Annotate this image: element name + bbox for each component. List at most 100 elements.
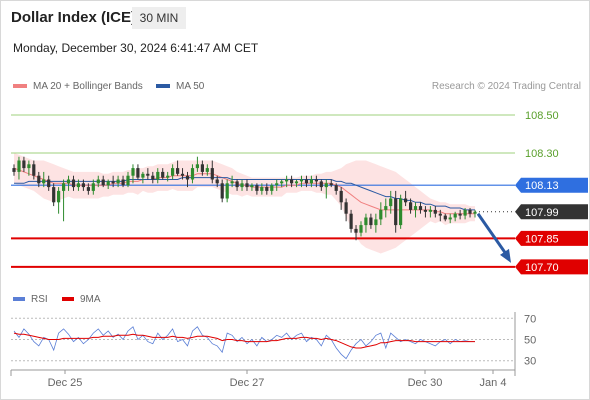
level-tag-3 xyxy=(515,204,588,220)
timestamp: Monday, December 30, 2024 6:41:47 AM CET xyxy=(13,41,259,55)
candle-body xyxy=(176,168,180,174)
candle-body xyxy=(354,228,358,233)
candle-body xyxy=(200,164,204,172)
rsi-tick-0: 70 xyxy=(524,313,536,325)
level-label-2: 108.13 xyxy=(525,180,559,192)
candle-body xyxy=(458,213,462,216)
candle-body xyxy=(319,181,323,188)
ma9-swatch xyxy=(62,297,74,302)
legend-ma20: MA 20 + Bollinger Bands xyxy=(13,81,143,92)
candle-body xyxy=(240,183,244,188)
candle-body xyxy=(37,175,41,184)
level-label-0: 108.50 xyxy=(525,110,559,122)
candle-body xyxy=(399,198,403,226)
candle-body xyxy=(418,206,423,210)
instrument-title: Dollar Index (ICE) xyxy=(11,9,137,26)
candle-body xyxy=(116,179,120,184)
candle-body xyxy=(81,183,85,188)
candle-body xyxy=(359,225,363,233)
candle-body xyxy=(260,187,264,191)
x-tick-label-3: Jan 4 xyxy=(480,377,507,389)
candle-body xyxy=(146,173,150,176)
level-tag-4 xyxy=(515,230,588,246)
candle-body xyxy=(42,179,46,184)
candle-body xyxy=(270,185,274,191)
candle-body xyxy=(62,183,66,191)
candle-body xyxy=(76,183,80,188)
candle-body xyxy=(413,206,418,210)
candle-body xyxy=(290,179,294,184)
rsi-label: RSI xyxy=(31,294,48,305)
candle-body xyxy=(32,164,36,176)
candle-body xyxy=(255,185,259,191)
candle-body xyxy=(404,198,408,203)
candle-body xyxy=(121,179,125,186)
candle-body xyxy=(151,175,155,180)
candle-body xyxy=(384,206,388,210)
research-credit: Research © 2024 Trading Central xyxy=(431,81,581,92)
ma50-label: MA 50 xyxy=(176,81,205,92)
legend-ma50: MA 50 xyxy=(156,81,204,92)
candle-body xyxy=(52,187,56,203)
candle-body xyxy=(468,209,472,214)
candle-body xyxy=(448,217,452,220)
candle-body xyxy=(329,183,333,186)
candle-body xyxy=(225,183,229,199)
candle-body xyxy=(314,179,318,182)
candle-body xyxy=(299,179,304,182)
forecast-arrow-head xyxy=(500,248,511,263)
ma9-label: 9MA xyxy=(80,294,101,305)
legend-ma9: 9MA xyxy=(62,294,101,305)
candle-body xyxy=(344,202,348,214)
candle-body xyxy=(389,198,393,207)
candle-body xyxy=(27,164,31,169)
candle-body xyxy=(131,168,135,176)
level-tag-2 xyxy=(515,177,588,193)
candle-body xyxy=(324,183,328,188)
candle-body xyxy=(161,171,165,178)
candle-body xyxy=(17,160,21,172)
candle-body xyxy=(285,179,289,182)
candle-body xyxy=(409,202,413,210)
candle-body xyxy=(294,181,299,184)
candle-body xyxy=(443,215,447,220)
candle-body xyxy=(374,219,378,226)
x-tick-label-0: Dec 25 xyxy=(48,377,83,389)
timeframe-badge[interactable]: 30 MIN xyxy=(132,7,186,29)
candle-body xyxy=(166,175,170,178)
ma20-label: MA 20 + Bollinger Bands xyxy=(33,81,143,92)
level-label-5: 107.70 xyxy=(525,262,559,274)
candle-body xyxy=(101,179,105,186)
candle-body xyxy=(195,164,199,169)
legend-rsi: RSI xyxy=(13,294,48,305)
candle-body xyxy=(190,168,195,180)
ma20-swatch xyxy=(13,84,27,89)
candle-body xyxy=(379,209,383,220)
candle-body xyxy=(280,181,284,184)
level-label-3: 107.99 xyxy=(525,207,559,219)
candle-body xyxy=(86,187,90,191)
candle-body xyxy=(433,209,437,214)
candle-body xyxy=(334,185,338,191)
candle-body xyxy=(180,173,185,176)
candle-body xyxy=(57,190,61,203)
ma50-swatch xyxy=(156,84,170,89)
chart-header: Dollar Index (ICE) 30 MIN xyxy=(0,0,590,36)
candle-body xyxy=(339,190,343,203)
candle-body xyxy=(136,168,140,178)
forecast-arrow-shaft xyxy=(476,212,510,258)
candle-body xyxy=(126,175,130,186)
candle-body xyxy=(71,179,76,188)
candle-body xyxy=(463,209,467,216)
candle-body xyxy=(91,183,95,191)
rsi-ma9-line xyxy=(13,332,475,349)
candle-body xyxy=(394,198,398,226)
candle-body xyxy=(210,168,214,180)
rsi-line xyxy=(13,326,475,360)
rsi-tick-1: 50 xyxy=(524,335,536,347)
candle-body xyxy=(423,209,427,212)
candle-body xyxy=(66,179,71,184)
level-tag-5 xyxy=(515,259,588,275)
candle-body xyxy=(141,173,145,178)
